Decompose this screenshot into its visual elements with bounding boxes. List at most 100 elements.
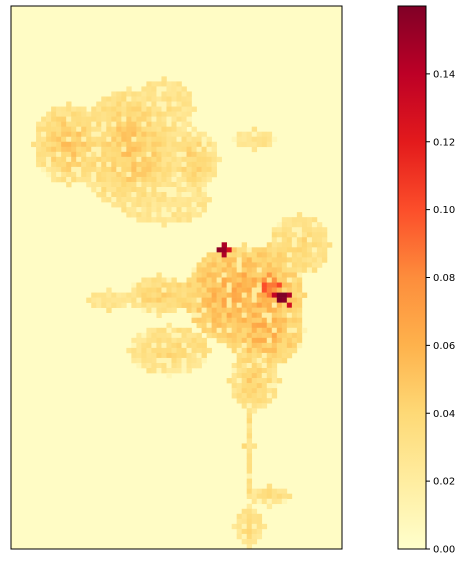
heatmap-cell: [286, 332, 293, 339]
heatmap-cell: [201, 347, 207, 354]
heatmap-cell: [286, 222, 293, 228]
heatmap-cell: [236, 373, 242, 379]
heatmap-cell: [281, 327, 288, 334]
heatmap-cell: [266, 312, 273, 319]
heatmap-cell: [176, 332, 182, 339]
heatmap-cell: [196, 181, 202, 188]
heatmap-cell: [231, 383, 237, 389]
heatmap-cell: [91, 111, 97, 117]
heatmap-cell: [86, 136, 92, 143]
heatmap-cell: [251, 257, 258, 263]
heatmap-cell: [131, 302, 137, 308]
heatmap-cell: [131, 192, 137, 198]
heatmap-cell: [201, 312, 207, 319]
heatmap-cell: [106, 111, 112, 117]
heatmap-cell: [246, 362, 253, 369]
heatmap-cell: [246, 513, 253, 520]
heatmap-cell: [246, 418, 253, 424]
heatmap-cell: [156, 368, 162, 374]
heatmap-cell: [56, 111, 62, 117]
heatmap-cell: [231, 277, 237, 283]
heatmap-cell: [286, 302, 293, 308]
heatmap-cell: [206, 197, 212, 203]
heatmap-cell: [216, 282, 222, 288]
heatmap-cell: [276, 287, 283, 293]
heatmap-cell: [176, 141, 182, 148]
heatmap-cell: [81, 146, 87, 153]
heatmap-cell: [271, 347, 278, 354]
heatmap-cell: [241, 352, 248, 359]
heatmap-cell: [66, 116, 72, 122]
heatmap-cell: [171, 106, 177, 112]
heatmap-cell: [281, 267, 288, 273]
heatmap-cell: [281, 312, 288, 319]
heatmap-cell: [146, 91, 152, 97]
heatmap-cell: [146, 116, 152, 122]
heatmap-cell: [316, 237, 323, 243]
heatmap-cell: [171, 212, 177, 218]
heatmap-cell: [111, 161, 117, 168]
heatmap-cell: [261, 307, 268, 313]
heatmap-cell: [256, 513, 263, 520]
heatmap-cell: [171, 86, 177, 92]
heatmap-cell: [256, 368, 263, 374]
heatmap-cell: [206, 312, 212, 319]
heatmap-cell: [291, 312, 298, 319]
heatmap-cell: [231, 267, 237, 273]
heatmap-cell: [231, 307, 237, 313]
heatmap-cell: [136, 156, 142, 163]
heatmap-cell: [226, 252, 232, 258]
heatmap-cell: [171, 297, 177, 303]
heatmap-cell: [181, 202, 187, 208]
heatmap-cell: [161, 292, 167, 298]
heatmap-cell: [236, 393, 242, 399]
heatmap-cell: [151, 307, 157, 313]
heatmap-cell: [191, 337, 197, 344]
heatmap-cell: [246, 428, 253, 434]
heatmap-cell: [241, 317, 248, 324]
heatmap-cell: [181, 347, 187, 354]
heatmap-cell: [181, 171, 187, 178]
heatmap-cell: [151, 297, 157, 303]
heatmap-cell: [246, 141, 253, 148]
heatmap-cell: [106, 176, 112, 183]
heatmap-cell: [201, 187, 207, 193]
heatmap-cell: [111, 171, 117, 178]
heatmap-cell: [221, 332, 227, 339]
heatmap-cell: [246, 287, 253, 293]
heatmap-cell: [306, 247, 313, 253]
heatmap-cell: [156, 126, 162, 132]
heatmap-cell: [106, 141, 112, 148]
heatmap-cell: [256, 252, 263, 258]
heatmap-cell: [156, 212, 162, 218]
heatmap-cell: [261, 252, 268, 258]
heatmap-cell: [176, 176, 182, 183]
heatmap-cell: [141, 287, 147, 293]
heatmap-cell: [106, 181, 112, 188]
heatmap-cell: [96, 166, 102, 173]
heatmap-cell: [246, 413, 253, 419]
heatmap-cell: [111, 202, 117, 208]
heatmap-cell: [191, 176, 197, 183]
heatmap-cell: [286, 493, 293, 500]
heatmap-cell: [301, 232, 308, 238]
heatmap-cell: [211, 156, 217, 163]
heatmap-cell: [201, 166, 207, 173]
heatmap-cell: [156, 91, 162, 97]
heatmap-cell: [151, 357, 157, 364]
heatmap-cell: [156, 287, 162, 293]
heatmap-cell: [251, 252, 258, 258]
heatmap-cell: [146, 277, 152, 283]
heatmap-cell: [131, 121, 137, 127]
heatmap-cell: [266, 252, 273, 258]
heatmap-cell: [291, 217, 298, 223]
heatmap-cell: [136, 171, 142, 178]
heatmap-cell: [41, 161, 47, 168]
heatmap-cell: [171, 357, 177, 364]
heatmap-cell: [251, 523, 258, 530]
heatmap-cell: [286, 347, 293, 354]
heatmap-cell: [171, 101, 177, 107]
heatmap-cell: [271, 252, 278, 258]
heatmap-cell: [191, 267, 197, 273]
heatmap-cell: [241, 136, 248, 143]
